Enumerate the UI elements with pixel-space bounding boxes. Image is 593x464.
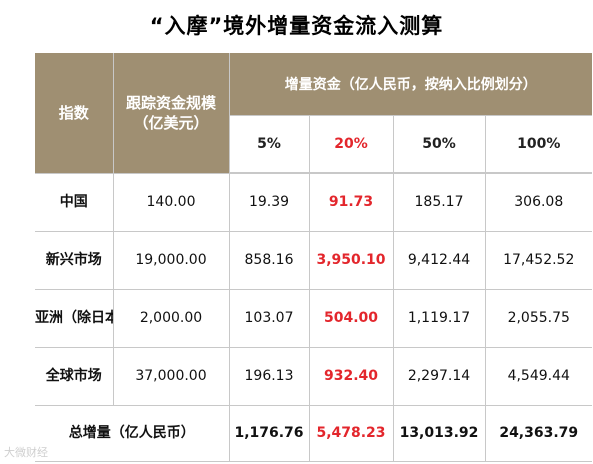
header-increment: 增量资金（亿人民币，按纳入比例划分） xyxy=(229,53,592,116)
value-cell: 196.13 xyxy=(229,347,310,406)
total-label: 总增量（亿人民币） xyxy=(35,405,230,462)
total-cell: 1,176.76 xyxy=(229,405,310,462)
scale-cell: 37,000.00 xyxy=(113,347,230,406)
total-cell: 24,363.79 xyxy=(485,405,592,462)
header-index: 指数 xyxy=(35,53,114,174)
scale-cell: 19,000.00 xyxy=(113,231,230,290)
total-cell-highlight: 5,478.23 xyxy=(309,405,394,462)
inflow-table: 指数 跟踪资金规模（亿美元） 增量资金（亿人民币，按纳入比例划分） 5% 20%… xyxy=(35,53,592,462)
watermark: 大微财经 xyxy=(4,446,48,459)
value-cell: 185.17 xyxy=(393,173,486,232)
value-cell: 858.16 xyxy=(229,231,310,290)
value-cell: 2,055.75 xyxy=(485,289,592,348)
value-cell: 4,549.44 xyxy=(485,347,592,406)
row-label: 全球市场 xyxy=(35,347,114,406)
value-cell: 2,297.14 xyxy=(393,347,486,406)
header-pct-100: 100% xyxy=(485,115,592,174)
row-label: 新兴市场 xyxy=(35,231,114,290)
total-row: 总增量（亿人民币） 1,176.76 5,478.23 13,013.92 24… xyxy=(35,405,592,462)
scale-cell: 2,000.00 xyxy=(113,289,230,348)
table-row: 亚洲（除日本） 2,000.00 103.07 504.00 1,119.17 … xyxy=(35,289,592,348)
scale-cell: 140.00 xyxy=(113,173,230,232)
table-row: 全球市场 37,000.00 196.13 932.40 2,297.14 4,… xyxy=(35,347,592,406)
header-pct-50: 50% xyxy=(393,115,486,174)
header-pct-5: 5% xyxy=(229,115,310,174)
table-row: 新兴市场 19,000.00 858.16 3,950.10 9,412.44 … xyxy=(35,231,592,290)
table-row: 中国 140.00 19.39 91.73 185.17 306.08 xyxy=(35,173,592,232)
value-cell: 17,452.52 xyxy=(485,231,592,290)
value-cell-highlight: 3,950.10 xyxy=(309,231,394,290)
value-cell: 19.39 xyxy=(229,173,310,232)
row-label: 亚洲（除日本） xyxy=(35,289,114,348)
header-pct-20: 20% xyxy=(309,115,394,174)
value-cell: 1,119.17 xyxy=(393,289,486,348)
total-cell: 13,013.92 xyxy=(393,405,486,462)
value-cell-highlight: 91.73 xyxy=(309,173,394,232)
value-cell-highlight: 932.40 xyxy=(309,347,394,406)
value-cell: 103.07 xyxy=(229,289,310,348)
value-cell: 306.08 xyxy=(485,173,592,232)
page-title: “入摩”境外增量资金流入测算 xyxy=(149,14,444,38)
row-label: 中国 xyxy=(35,173,114,232)
value-cell-highlight: 504.00 xyxy=(309,289,394,348)
value-cell: 9,412.44 xyxy=(393,231,486,290)
header-tracking-scale: 跟踪资金规模（亿美元） xyxy=(113,53,230,174)
